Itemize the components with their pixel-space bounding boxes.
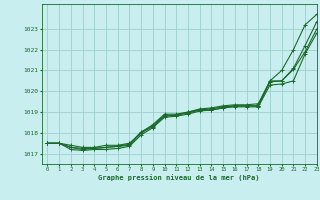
X-axis label: Graphe pression niveau de la mer (hPa): Graphe pression niveau de la mer (hPa) (99, 174, 260, 181)
